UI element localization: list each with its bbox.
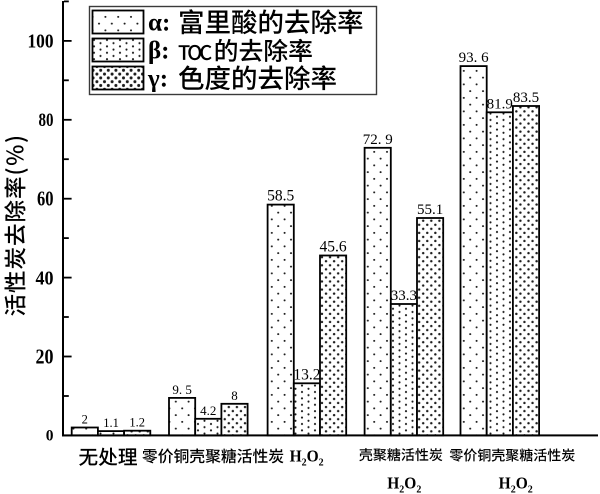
svg-text:72. 9: 72. 9 [363,132,393,148]
svg-text:1.2: 1.2 [129,416,145,430]
svg-text:60: 60 [37,187,54,211]
svg-text:1.1: 1.1 [103,416,119,430]
svg-text:81.9: 81.9 [487,96,513,112]
svg-text:55.1: 55.1 [417,202,443,218]
svg-text:H2O2: H2O2 [387,474,421,494]
svg-text:58.5: 58.5 [267,188,294,205]
svg-text:α:: α: [148,10,170,37]
svg-text:H2O2: H2O2 [499,474,533,494]
svg-text:γ:: γ: [147,66,168,93]
svg-text:40: 40 [36,267,54,289]
svg-text:0: 0 [46,428,54,445]
svg-text:83.5: 83.5 [513,90,539,106]
svg-text:H2O2: H2O2 [290,447,324,469]
svg-text:93. 6: 93. 6 [459,50,490,66]
svg-text:80: 80 [39,110,54,131]
svg-text:9. 5: 9. 5 [172,382,192,397]
svg-text:β:: β: [148,38,170,65]
svg-text:8: 8 [231,388,238,403]
svg-text:45.6: 45.6 [320,239,347,256]
svg-text:33.3: 33.3 [391,288,417,304]
svg-text:13.2: 13.2 [293,366,320,383]
svg-text:100: 100 [28,31,54,53]
svg-text:20: 20 [36,345,54,369]
svg-text:4.2: 4.2 [200,403,216,418]
svg-text:2: 2 [82,413,88,427]
